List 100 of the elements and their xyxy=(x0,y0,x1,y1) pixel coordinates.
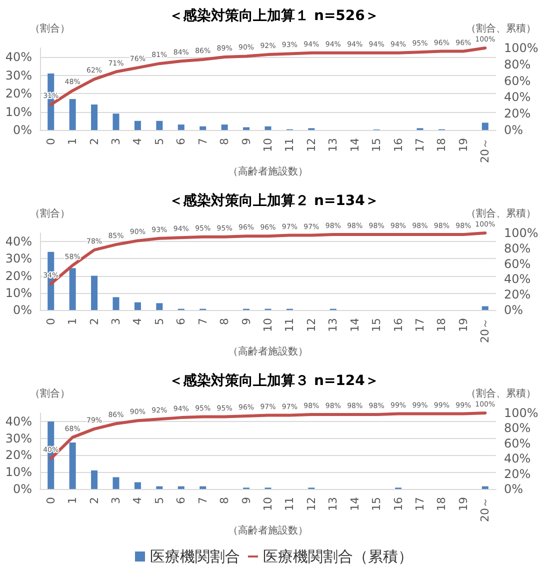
bar xyxy=(112,114,120,130)
bar xyxy=(91,104,98,130)
bar xyxy=(69,268,76,310)
y2-tick-label: 60% xyxy=(504,74,531,88)
y2-tick-label: 60% xyxy=(504,256,531,271)
bar xyxy=(112,477,120,489)
x-tick-label: 20～ xyxy=(478,318,492,343)
chart-title: ＜感染対策向上加算２ n=134＞ xyxy=(169,192,379,209)
x-tick-label: 4 xyxy=(131,497,144,504)
y2-axis-title: （割合、累積） xyxy=(466,208,536,220)
x-tick-label: 1 xyxy=(66,318,80,325)
chart-title: ＜感染対策向上加算１ n=526＞ xyxy=(169,7,379,24)
y-tick-label: 0% xyxy=(12,123,32,137)
x-tick-label: 16 xyxy=(392,497,405,511)
x-tick-label: 15 xyxy=(370,497,384,511)
x-tick-label: 5 xyxy=(152,318,166,325)
bar xyxy=(156,486,163,489)
x-axis-title: （高齢者施設数） xyxy=(228,165,308,178)
y2-tick-label: 80% xyxy=(504,57,531,72)
x-tick-label: 13 xyxy=(326,318,340,332)
y-tick-label: 10% xyxy=(5,286,32,300)
x-tick-label: 16 xyxy=(392,138,405,152)
y2-tick-label: 80% xyxy=(504,241,531,256)
y2-tick-label: 20% xyxy=(504,466,531,481)
x-tick-label: 11 xyxy=(283,318,296,332)
x-tick-label: 17 xyxy=(414,138,426,152)
x-tick-label: 4 xyxy=(131,138,144,145)
y-tick-label: 0% xyxy=(12,303,32,317)
bar xyxy=(221,124,228,130)
x-tick-label: 2 xyxy=(88,318,101,325)
x-tick-label: 0 xyxy=(44,318,58,325)
x-tick-label: 9 xyxy=(240,318,253,325)
y-tick-label: 30% xyxy=(5,68,32,82)
x-tick-label: 15 xyxy=(370,138,384,152)
y-tick-label: 40% xyxy=(5,50,32,64)
x-tick-label: 20～ xyxy=(478,497,492,522)
x-tick-label: 16 xyxy=(392,318,405,332)
y2-tick-label: 0% xyxy=(504,123,524,137)
y-tick-label: 20% xyxy=(5,86,32,101)
x-tick-label: 17 xyxy=(414,318,426,332)
x-tick-label: 5 xyxy=(152,497,166,504)
bar xyxy=(178,124,184,130)
x-tick-label: 15 xyxy=(370,318,384,332)
bar xyxy=(200,126,206,130)
y2-tick-label: 40% xyxy=(504,272,531,286)
y-tick-label: 40% xyxy=(5,414,32,428)
x-tick-label: 2 xyxy=(88,497,101,504)
y2-tick-label: 0% xyxy=(504,303,524,317)
bar xyxy=(134,120,141,130)
x-axis-title: （高齢者施設数） xyxy=(228,345,308,358)
x-tick-label: 18 xyxy=(435,497,448,511)
y-tick-label: 30% xyxy=(5,431,32,446)
x-tick-label: 11 xyxy=(283,497,296,511)
bar xyxy=(91,276,98,310)
y-axis-title: （割合） xyxy=(30,388,70,400)
y2-tick-label: 60% xyxy=(504,436,531,450)
x-tick-label: 8 xyxy=(218,497,232,504)
bar xyxy=(482,122,488,130)
y2-tick-label: 80% xyxy=(504,421,531,436)
y2-tick-label: 40% xyxy=(504,90,531,104)
x-tick-label: 9 xyxy=(240,497,253,504)
y-axis-title: （割合） xyxy=(30,22,70,34)
x-tick-label: 7 xyxy=(196,138,210,145)
y2-tick-label: 40% xyxy=(504,452,531,466)
x-tick-label: 19 xyxy=(456,138,470,152)
y2-tick-label: 20% xyxy=(504,288,531,302)
y2-tick-label: 100% xyxy=(504,41,538,55)
x-tick-label: 10 xyxy=(262,138,274,152)
bar xyxy=(91,470,98,489)
y-tick-label: 10% xyxy=(5,465,32,480)
x-tick-label: 13 xyxy=(326,138,340,152)
x-tick-label: 3 xyxy=(110,318,122,325)
legend-label: 医療機関割合 xyxy=(150,548,240,566)
x-tick-label: 1 xyxy=(66,138,80,145)
bar xyxy=(243,127,250,130)
x-tick-label: 8 xyxy=(218,138,232,145)
x-tick-label: 18 xyxy=(435,138,448,152)
bar xyxy=(200,486,206,489)
y-tick-label: 0% xyxy=(12,482,32,496)
x-tick-label: 14 xyxy=(348,318,362,332)
chart-title: ＜感染対策向上加算３ n=124＞ xyxy=(169,372,379,389)
x-tick-label: 1 xyxy=(66,497,80,504)
bar xyxy=(69,99,76,130)
bar xyxy=(69,442,76,489)
x-tick-label: 5 xyxy=(152,138,166,145)
x-tick-label: 12 xyxy=(304,497,318,511)
x-tick-label: 6 xyxy=(174,138,188,145)
y-tick-label: 30% xyxy=(5,252,32,266)
x-tick-label: 3 xyxy=(110,138,122,145)
y-tick-label: 40% xyxy=(5,234,32,249)
bar xyxy=(156,303,163,310)
bar xyxy=(482,306,488,310)
bar xyxy=(156,120,163,130)
y2-tick-label: 100% xyxy=(504,226,538,240)
y-tick-label: 10% xyxy=(5,104,32,119)
x-tick-label: 11 xyxy=(283,138,296,152)
y-tick-label: 20% xyxy=(5,268,32,283)
y-tick-label: 20% xyxy=(5,448,32,462)
bar xyxy=(134,302,141,310)
bar xyxy=(482,486,488,489)
